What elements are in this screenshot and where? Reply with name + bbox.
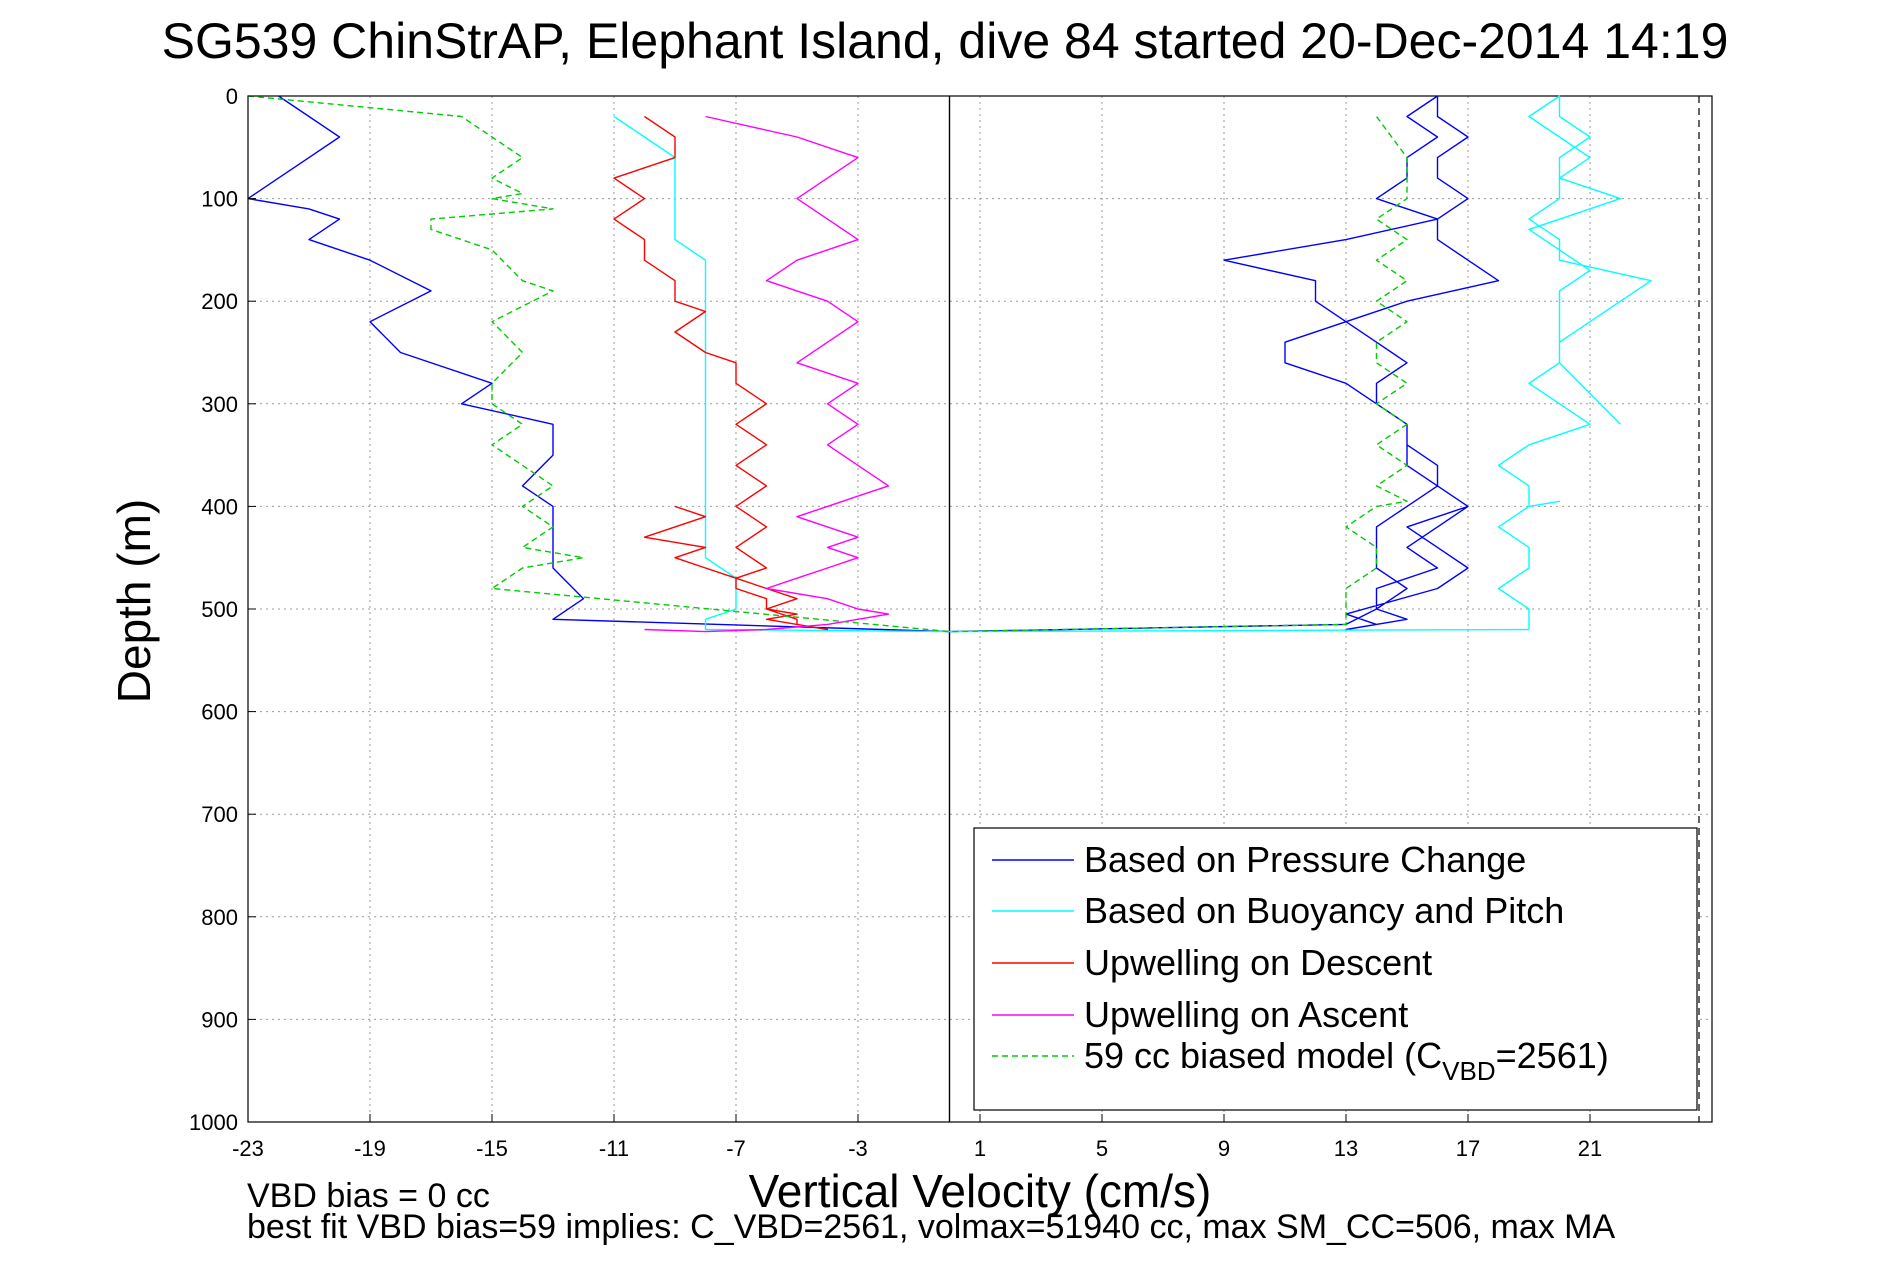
legend-box	[973, 827, 1698, 1111]
y-tick-label: 400	[201, 494, 238, 519]
x-tick-label: 9	[1218, 1136, 1230, 1161]
legend-label-3: Upwelling on Descent	[1084, 942, 1432, 983]
legend: Based on Pressure Change Based on Buoyanc…	[973, 827, 1698, 1111]
y-axis-label: Depth (m)	[108, 499, 160, 703]
vbd-bias-note: VBD bias = 0 cc	[247, 1177, 490, 1215]
series-line-1	[247, 95, 1500, 633]
legend-label-1: Based on Pressure Change	[1084, 839, 1526, 880]
x-tick-label: -7	[726, 1136, 746, 1161]
y-tick-label: 500	[201, 597, 238, 622]
series-line-3	[613, 115, 829, 631]
y-tick-label: 300	[201, 392, 238, 417]
series-line-2	[613, 95, 1652, 633]
x-tick-label: -15	[476, 1136, 508, 1161]
legend-label-2: Based on Buoyancy and Pitch	[1084, 890, 1564, 931]
legend-label-5: 59 cc biased model (CVBD=2561)	[1084, 1035, 1609, 1086]
series-line-5	[247, 95, 1408, 633]
legend-entries: Based on Pressure Change Based on Buoyanc…	[992, 839, 1609, 1086]
y-tick-label: 900	[201, 1007, 238, 1032]
x-tick-label: 17	[1456, 1136, 1480, 1161]
y-tick-label: 800	[201, 905, 238, 930]
y-tick-label: 0	[226, 84, 238, 109]
legend-label-4: Upwelling on Ascent	[1084, 994, 1408, 1035]
best-fit-note: best fit VBD bias=59 implies: C_VBD=2561…	[247, 1208, 1616, 1246]
x-tick-label: 5	[1096, 1136, 1108, 1161]
series-lines	[247, 95, 1652, 633]
axis-ticks: -23 -19 -15 -11 -7 -3 1 5 9 13 17 21 0 100 200 300 400 50…	[189, 84, 1602, 1161]
y-tick-label: 600	[201, 700, 238, 725]
y-tick-label: 1000	[189, 1110, 238, 1135]
x-tick-label: 21	[1578, 1136, 1602, 1161]
x-tick-label: -19	[354, 1136, 386, 1161]
x-tick-label: -23	[232, 1136, 264, 1161]
chart-title: SG539 ChinStrAP, Elephant Island, dive 8…	[162, 13, 1729, 69]
x-tick-label: 13	[1334, 1136, 1358, 1161]
x-axis-label: Vertical Velocity (cm/s)	[749, 1165, 1212, 1217]
y-tick-label: 100	[201, 187, 238, 212]
x-tick-label: -3	[848, 1136, 868, 1161]
x-tick-label: 1	[974, 1136, 986, 1161]
y-tick-label: 700	[201, 802, 238, 827]
x-tick-label: -11	[599, 1136, 629, 1161]
y-tick-label: 200	[201, 289, 238, 314]
series-line-4	[644, 115, 890, 633]
